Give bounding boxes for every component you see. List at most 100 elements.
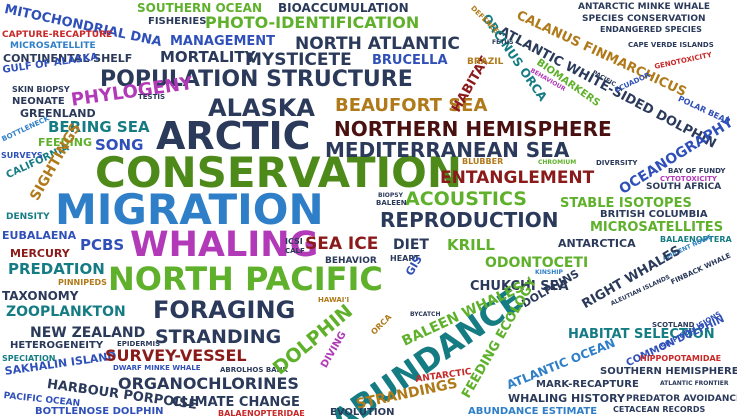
word-microsatellites: MICROSATELLITES bbox=[590, 220, 724, 235]
word-predator-avoidance: PREDATOR AVOIDANCE bbox=[626, 394, 737, 404]
word-krill: KRILL bbox=[447, 236, 495, 254]
word-cape-verde-islands: CAPE VERDE ISLANDS bbox=[628, 41, 714, 49]
word-skin-biopsy: SKIN BIOPSY bbox=[12, 85, 70, 94]
word-brucella: BRUCELLA bbox=[372, 53, 448, 68]
word-diet: DIET bbox=[393, 237, 429, 253]
word-diversity: DIVERSITY bbox=[596, 159, 638, 167]
word-behavior: BEHAVIOR bbox=[325, 256, 377, 266]
word-photo-identification: PHOTO-IDENTIFICATION bbox=[205, 13, 420, 32]
word-odontoceti: ODONTOCETI bbox=[485, 255, 589, 271]
word-density: DENSITY bbox=[6, 212, 50, 222]
word-management: MANAGEMENT bbox=[170, 34, 276, 49]
word-beaufort-sea: BEAUFORT SEA bbox=[335, 95, 488, 116]
word-blubber: BLUBBER bbox=[462, 157, 504, 166]
word-mysticete: MYSTICETE bbox=[245, 50, 352, 70]
word-zooplankton: ZOOPLANKTON bbox=[6, 304, 126, 320]
word-continental-shelf: CONTINENTAL SHELF bbox=[3, 52, 133, 65]
word-stable-isotopes: STABLE ISOTOPES bbox=[560, 196, 692, 211]
word-mark-recapture: MARK-RECAPTURE bbox=[536, 379, 639, 390]
word-bycatch: BYCATCH bbox=[410, 311, 441, 318]
word-british-columbia: BRITISH COLUMBIA bbox=[600, 209, 708, 220]
word-heart: HEART bbox=[390, 254, 420, 263]
word-population-structure: POPULATION STRUCTURE bbox=[100, 67, 413, 92]
word-heterogeneity: HETEROGENEITY bbox=[10, 340, 104, 351]
word-fetus: FETUS bbox=[492, 39, 514, 46]
word-sea-ice: SEA ICE bbox=[305, 234, 379, 254]
word-antarctic-minke-whale: ANTARCTIC MINKE WHALE bbox=[578, 2, 711, 12]
word-pinnipeds: PINNIPEDS bbox=[58, 278, 107, 287]
word-taxonomy: TAXONOMY bbox=[2, 289, 79, 303]
word-bioaccumulation: BIOACCUMULATION bbox=[278, 1, 409, 15]
word-surveys: SURVEYS bbox=[1, 151, 43, 160]
word-south-africa: SOUTH AFRICA bbox=[646, 182, 722, 192]
word-abundance-estimate: ABUNDANCE ESTIMATE bbox=[468, 406, 598, 417]
word-phylogeny: PHYLOGENY bbox=[69, 72, 195, 111]
word-bottlenose-dolphin: BOTTLENOSE DOLPHIN bbox=[35, 406, 164, 417]
word-epidermis: EPIDERMIS bbox=[117, 340, 161, 348]
word-northern-hemisphere: NORTHERN HEMISPHERE bbox=[334, 117, 612, 141]
word-bay-of-fundy: BAY OF FUNDY bbox=[668, 167, 726, 175]
word-song: SONG bbox=[95, 136, 144, 154]
word-abrolhos-bank: ABROLHOS BANK bbox=[220, 366, 288, 374]
word-feeding: FEEDING bbox=[38, 136, 93, 149]
word-evolution: EVOLUTION bbox=[330, 407, 395, 418]
word-endangered-species: ENDANGERED SPECIES bbox=[600, 25, 702, 34]
word-testis: TESTIS bbox=[138, 93, 166, 101]
word-hawaii: HAWAI'I bbox=[318, 296, 350, 304]
word-orca: ORCA bbox=[369, 312, 394, 337]
word-organochlorines: ORGANOCHLORINES bbox=[118, 374, 299, 393]
word-antarctica: ANTARCTICA bbox=[558, 237, 636, 250]
word-entanglement: ENTANGLEMENT bbox=[440, 168, 595, 188]
word-whaling: WHALING bbox=[130, 225, 319, 265]
word-capture-recapture: CAPTURE-RECAPTURE bbox=[2, 30, 113, 40]
word-icsi: ICSI bbox=[285, 237, 303, 246]
word-calf: CALF bbox=[285, 247, 305, 255]
word-predation: PREDATION bbox=[8, 260, 105, 278]
word-chromium: CHROMIUM bbox=[538, 159, 577, 166]
word-alaska: ALASKA bbox=[208, 94, 315, 122]
word-cetacean-records: CETACEAN RECORDS bbox=[613, 405, 706, 414]
word-mercury: MERCURY bbox=[10, 247, 70, 260]
word-biopsy: BIOPSY bbox=[378, 192, 403, 199]
word-whaling-history: WHALING HISTORY bbox=[508, 392, 625, 405]
word-conservation: CONSERVATION bbox=[95, 148, 462, 197]
word-speciation: SPECIATION bbox=[2, 354, 56, 363]
word-atlantic-frontier: ATLANTIC FRONTIER bbox=[660, 380, 729, 387]
word-eubalaena: EUBALAENA bbox=[2, 229, 77, 242]
word-baleen: BALEEN bbox=[376, 199, 407, 207]
word-balaenoptera: BALAENOPTERA bbox=[660, 235, 732, 244]
word-genotoxicity: GENOTOXICITY bbox=[653, 50, 713, 71]
word-cytotoxicity: CYTOTOXICITY bbox=[660, 175, 717, 183]
word-new-zealand: NEW ZEALAND bbox=[30, 325, 146, 341]
word-microsatellite: MICROSATELLITE bbox=[10, 41, 96, 51]
word-migration: MIGRATION bbox=[55, 185, 324, 234]
word-habitat-selection: HABITAT SELECTION bbox=[568, 327, 715, 342]
word-southern-ocean: SOUTHERN OCEAN bbox=[137, 1, 263, 15]
word-foraging: FORAGING bbox=[153, 296, 296, 324]
word-stranding: STRANDING bbox=[155, 326, 282, 348]
word-dwarf-minke-whale: DWARF MINKE WHALE bbox=[113, 364, 201, 372]
word-greenland: GREENLAND bbox=[20, 107, 96, 120]
word-kinship: KINSHIP bbox=[535, 269, 563, 276]
word-southern-hemisphere: SOUTHERN HEMISPHERE bbox=[600, 366, 737, 377]
word-mortality: MORTALITY bbox=[160, 48, 256, 66]
word-arctic: ARCTIC bbox=[156, 114, 311, 158]
word-north-atlantic: NORTH ATLANTIC bbox=[295, 34, 460, 54]
word-balaenopteridae: BALAENOPTERIDAE bbox=[218, 409, 305, 418]
word-acoustics: ACOUSTICS bbox=[405, 188, 527, 210]
word-fisheries: FISHERIES bbox=[148, 16, 207, 27]
word-survey-vessel: SURVEY-VESSEL bbox=[105, 346, 247, 365]
word-scotland: SCOTLAND bbox=[652, 321, 695, 329]
word-bering-sea: BERING SEA bbox=[48, 118, 150, 136]
word-pcbs: PCBS bbox=[80, 236, 125, 254]
word-species-conservation: SPECIES CONSERVATION bbox=[582, 14, 706, 24]
word-neonate: NEONATE bbox=[12, 96, 65, 107]
word-north-pacific: NORTH PACIFIC bbox=[108, 260, 383, 298]
word-reproduction: REPRODUCTION bbox=[380, 208, 559, 232]
word-brazil: BRAZIL bbox=[467, 57, 504, 67]
word-mediterranean-sea: MEDITERRANEAN SEA bbox=[325, 138, 570, 162]
word-chukchi-sea: CHUKCHI SEA bbox=[470, 279, 569, 294]
word-hippopotamidae: HIPPOPOTAMIDAE bbox=[640, 354, 722, 363]
word-climate-change: CLIMATE CHANGE bbox=[172, 395, 300, 410]
